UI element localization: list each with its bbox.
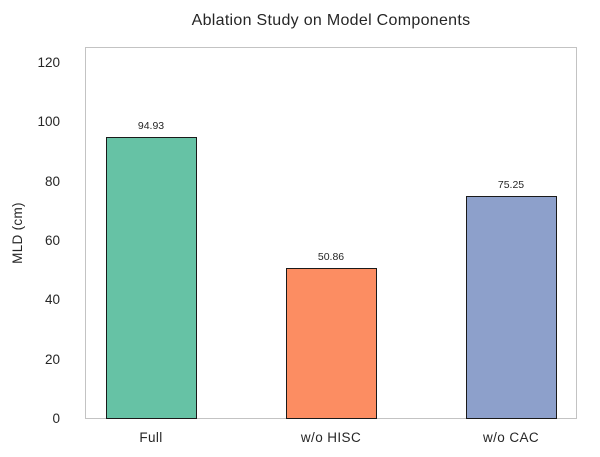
bar-value-label: 94.93 xyxy=(137,120,165,133)
bar-value-label: 75.25 xyxy=(497,178,525,191)
bar-w-o-hisc xyxy=(285,268,377,419)
y-tick-label: 60 xyxy=(44,233,60,248)
y-tick-label: 0 xyxy=(52,411,60,426)
y-tick-label: 120 xyxy=(37,55,60,71)
bar-full xyxy=(105,137,197,419)
x-tick-label: w/o HISC xyxy=(300,430,362,445)
x-tick-label: w/o CAC xyxy=(482,430,540,445)
y-tick-label: 20 xyxy=(44,351,60,367)
bar-value-label: 50.86 xyxy=(317,251,345,264)
bar-w-o-cac xyxy=(465,195,557,419)
y-tick-label: 80 xyxy=(44,173,60,189)
y-tick-label: 40 xyxy=(44,292,60,308)
x-tick-label: Full xyxy=(139,430,163,445)
y-tick-label: 100 xyxy=(37,114,60,130)
chart-title: Ablation Study on Model Components xyxy=(191,12,471,29)
